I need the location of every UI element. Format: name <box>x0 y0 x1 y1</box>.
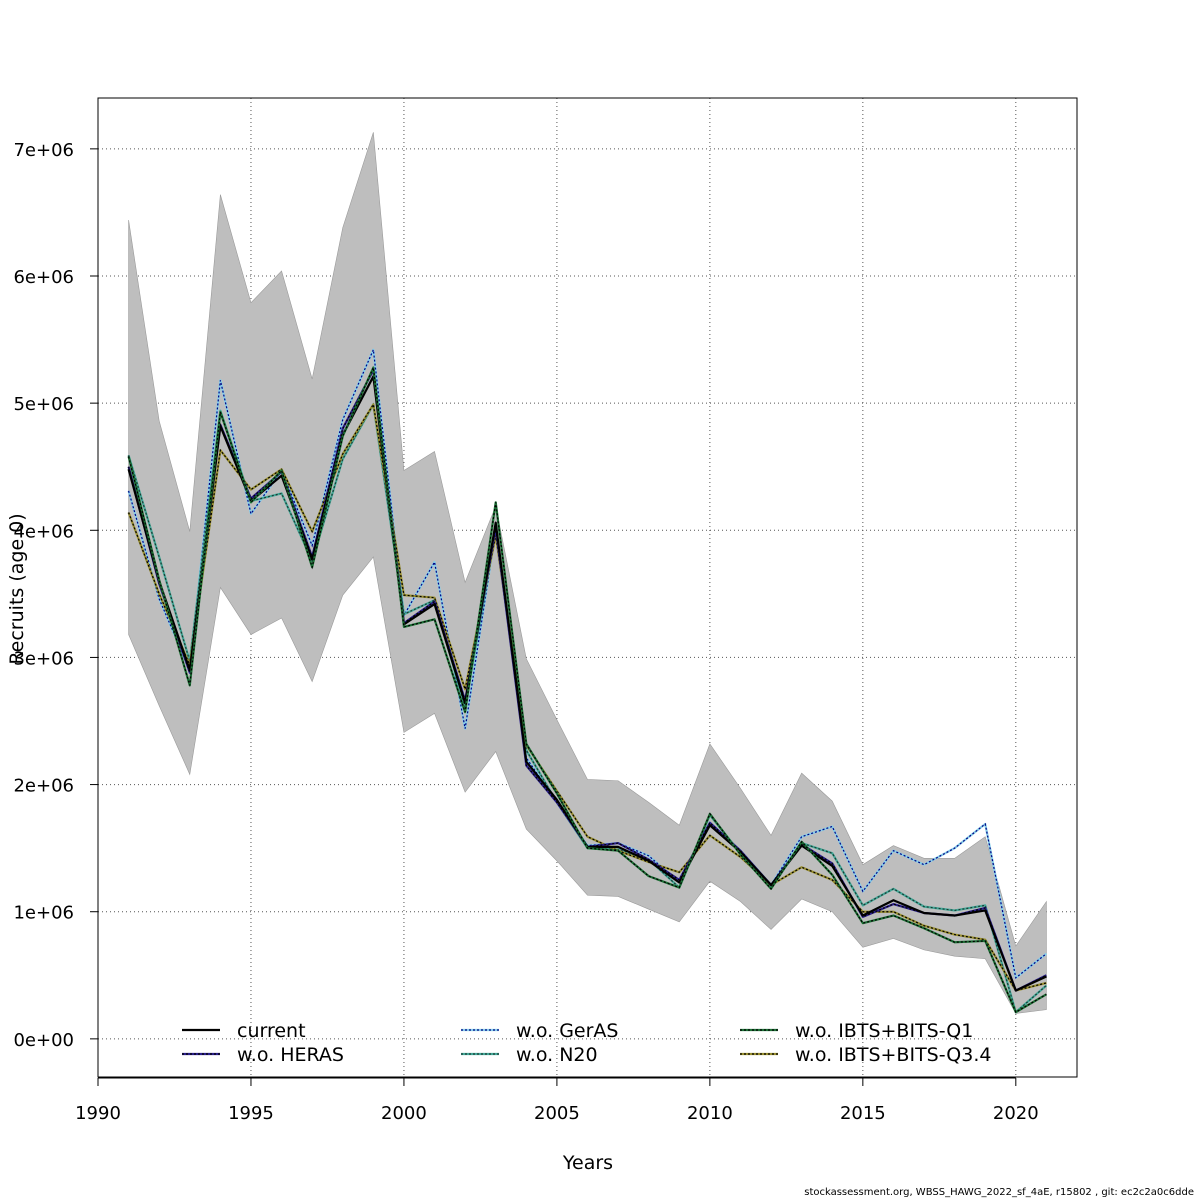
y-tick-label: 7e+06 <box>13 140 74 161</box>
series-overlay-w-o-n20 <box>128 402 1047 1014</box>
confidence-band-layer <box>128 132 1047 1014</box>
y-tick-label: 0e+00 <box>13 1030 74 1051</box>
y-tick-label: 3e+06 <box>13 648 74 669</box>
x-tick-label: 2000 <box>381 1103 427 1124</box>
x-tick-label: 2010 <box>687 1103 733 1124</box>
x-axis: 1990 1995 2000 2005 2010 2015 2020 <box>75 1077 1039 1124</box>
y-tick-label: 1e+06 <box>13 903 74 924</box>
series-overlay-w-o-ibts-bits-q1 <box>128 365 1047 1014</box>
legend-label-w-o-geras: w.o. GerAS <box>516 1020 619 1042</box>
legend-label-w-o-n20: w.o. N20 <box>516 1044 598 1066</box>
x-tick-label: 2005 <box>534 1103 580 1124</box>
y-axis: 0e+00 1e+06 2e+06 3e+06 4e+06 5e+06 6e+06 7e+06 <box>13 140 99 1051</box>
y-tick-label: 5e+06 <box>13 394 74 415</box>
x-axis-title: Years <box>562 1152 613 1174</box>
series-lines-layer <box>127 347 1048 1014</box>
y-tick-label: 2e+06 <box>13 776 74 797</box>
legend-label-w-o-heras: w.o. HERAS <box>237 1044 344 1066</box>
series-overlay-w-o-ibts-bits-q3-4 <box>128 402 1047 992</box>
legend-label-w-o-ibts-bits-q1: w.o. IBTS+BITS-Q1 <box>795 1020 973 1042</box>
footer-credit: stockassessment.org, WBSS_HAWG_2022_sf_4… <box>804 1187 1194 1198</box>
y-tick-label: 4e+06 <box>13 521 74 542</box>
legend-label-current: current <box>237 1020 306 1042</box>
legend-label-w-o-ibts-bits-q3-4: w.o. IBTS+BITS-Q3.4 <box>795 1044 991 1066</box>
x-tick-label: 1995 <box>228 1103 274 1124</box>
y-axis-title: Recruits (age 0) <box>6 513 28 664</box>
x-tick-label: 1990 <box>75 1103 121 1124</box>
x-tick-label: 2020 <box>993 1103 1039 1124</box>
y-tick-label: 6e+06 <box>13 267 74 288</box>
x-tick-label: 2015 <box>840 1103 886 1124</box>
confidence-band <box>128 132 1047 1014</box>
